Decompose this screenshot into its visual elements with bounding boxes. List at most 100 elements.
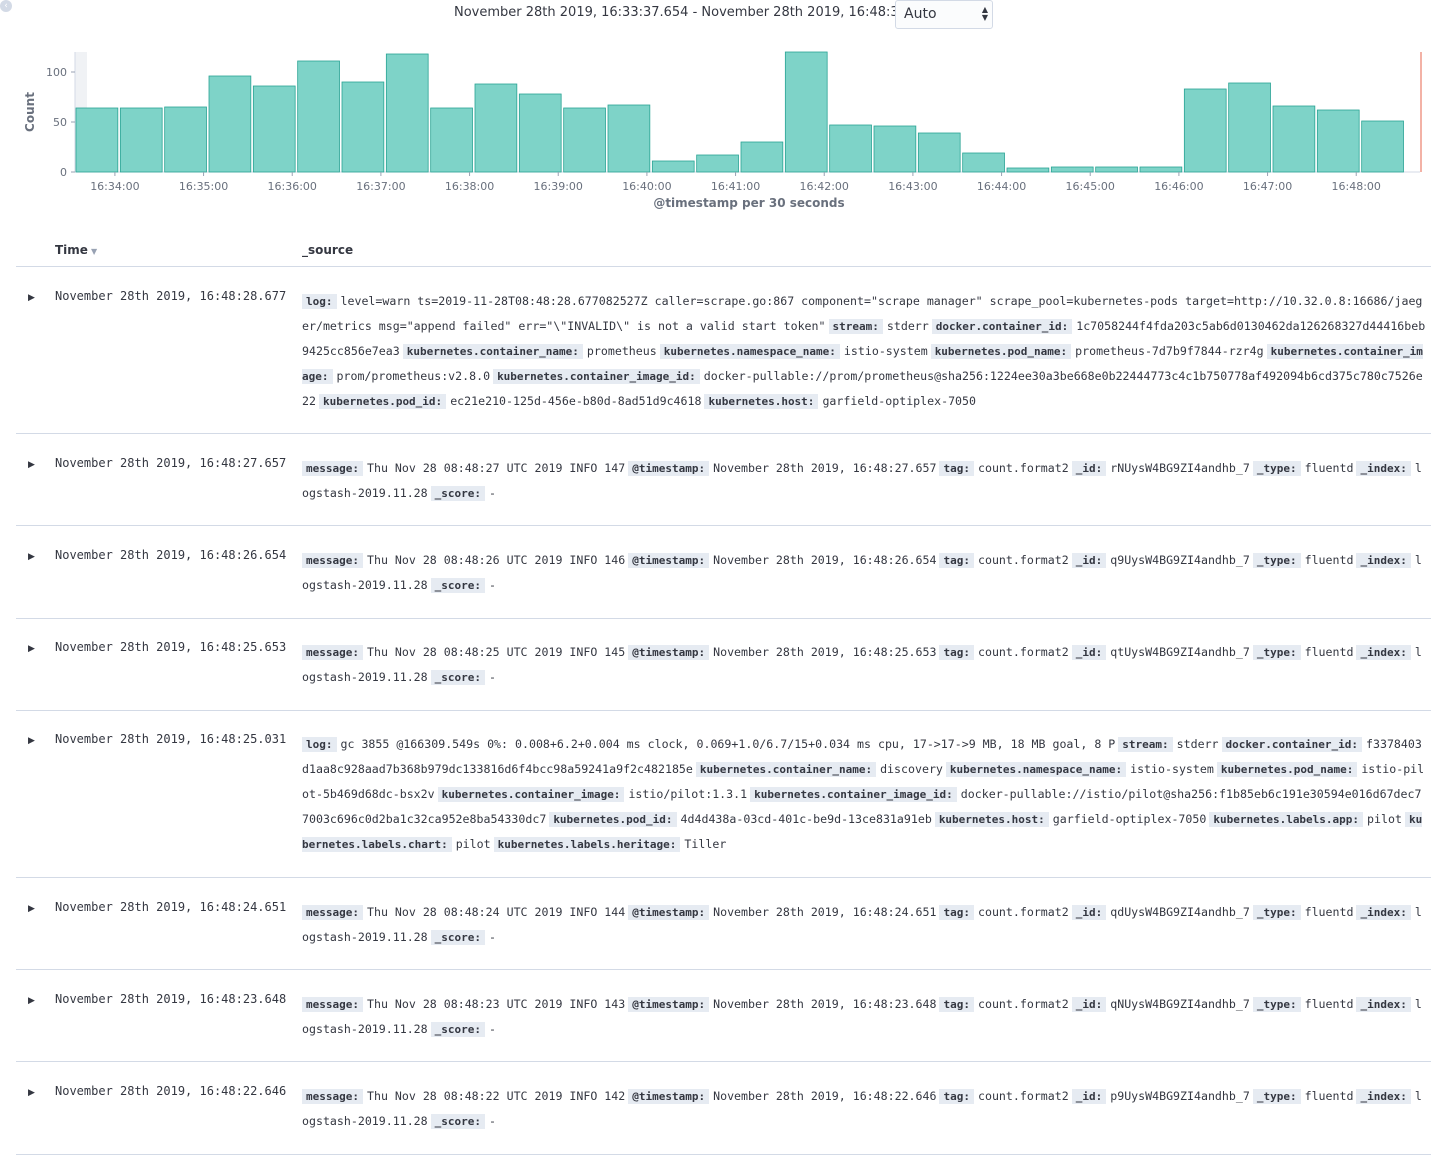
field-value: gc 3855 @166309.549s 0%: 0.008+6.2+0.004… [340,737,1116,752]
field-key: kubernetes.container_name: [402,343,583,359]
field-value: Thu Nov 28 08:48:23 UTC 2019 INFO 143 [366,996,626,1011]
field-value: rNUysW4BG9ZI4andhb_7 [1110,460,1250,475]
histogram-bar [651,160,695,173]
field-value: November 28th 2019, 16:48:27.657 [713,460,937,475]
histogram-bar [829,124,872,173]
table-row[interactable]: ▶ November 28th 2019, 16:48:22.646 message… [16,1074,1431,1155]
expand-row-icon[interactable]: ▶ [28,644,35,655]
column-header-source: _source [302,243,354,257]
field-key: _id: [1071,996,1107,1012]
column-header-time[interactable]: Time ▼ [55,243,97,257]
y-axis-label: Count [23,92,37,132]
expand-row-icon[interactable]: ▶ [28,1087,35,1098]
sort-desc-icon[interactable]: ▼ [90,247,98,256]
table-row[interactable]: ▶ November 28th 2019, 16:48:27.657 message… [16,446,1431,527]
field-key: _type: [1252,460,1301,476]
table-row[interactable]: ▶ November 28th 2019, 16:48:24.651 message… [16,890,1431,971]
y-tick-label: 50 [53,116,67,129]
histogram-bar [607,104,651,173]
document-table: ▶ November 28th 2019, 16:48:28.677 log: lev… [0,267,1435,1155]
field-value: November 28th 2019, 16:48:22.646 [713,1088,937,1103]
x-tick-label: 16:35:00 [179,180,228,193]
field-key: _index: [1356,1088,1411,1104]
field-value: Tiller [684,837,727,852]
time-range-label[interactable]: November 28th 2019, 16:33:37.654 - Novem… [454,5,953,20]
x-tick-label: 16:46:00 [1154,180,1203,193]
collapse-sidebar-icon[interactable]: ‹ [0,0,12,12]
row-timestamp: November 28th 2019, 16:48:25.031 [55,732,287,747]
field-value: qtUysW4BG9ZI4andhb_7 [1110,645,1250,660]
row-source: log: gc 3855 @166309.549s 0%: 0.008+6.2+0… [302,722,1431,865]
field-key: tag: [939,552,974,568]
histogram-bar [563,107,606,173]
table-row[interactable]: ▶ November 28th 2019, 16:48:28.677 log: lev… [16,279,1431,435]
x-tick-label: 16:43:00 [888,180,937,193]
field-value: Thu Nov 28 08:48:22 UTC 2019 INFO 142 [366,1088,626,1103]
field-key: kubernetes.namespace_name: [659,343,840,359]
field-key: kubernetes.pod_name: [930,343,1072,359]
field-key: _score: [430,577,485,593]
field-value: garfield-optiplex-7050 [1052,812,1207,827]
table-row[interactable]: ▶ November 28th 2019, 16:48:23.648 message… [16,982,1431,1063]
field-value: istio/pilot:1.3.1 [628,787,748,802]
field-value: garfield-optiplex-7050 [822,393,976,408]
field-value: level=warn ts=2019-11-28T08:48:28.677082… [302,293,1423,333]
field-value: fluentd [1304,552,1354,567]
field-key: message: [302,996,363,1012]
field-key: docker.container_id: [1221,737,1362,753]
histogram-bar [917,132,961,173]
header-divider [16,266,1431,267]
field-value: istio-system [1130,762,1214,777]
interval-select[interactable]: Auto ▲ ▼ [895,0,993,29]
field-key: docker.container_id: [931,318,1073,334]
expand-row-icon[interactable]: ▶ [28,292,35,303]
table-row[interactable]: ▶ November 28th 2019, 16:48:25.653 message… [16,630,1431,711]
field-value: p9UysW4BG9ZI4andhb_7 [1110,1088,1250,1103]
histogram-bar [1272,105,1316,173]
expand-row-icon[interactable]: ▶ [28,736,35,747]
x-tick-label: 16:48:00 [1332,180,1381,193]
field-value: 4d4d438a-03cd-401c-be9d-13ce831a91eb [680,812,932,827]
field-value: docker-pullable://istio/pilot@sha256:f1b… [302,787,1422,827]
x-tick-label: 16:36:00 [268,180,317,193]
field-value: - [489,1021,496,1036]
table-row[interactable]: ▶ November 28th 2019, 16:48:25.031 log: gc … [16,722,1431,878]
field-value: count.format2 [977,1088,1069,1103]
field-key: _id: [1071,1088,1107,1104]
field-key: message: [302,460,363,476]
y-tick-label: 100 [46,66,67,79]
field-value: fluentd [1304,996,1354,1011]
field-key: _score: [430,929,485,945]
expand-row-icon[interactable]: ▶ [28,995,35,1006]
field-key: @timestamp: [628,645,710,661]
table-row[interactable]: ▶ November 28th 2019, 16:48:26.654 message… [16,538,1431,619]
histogram-bar [962,152,1005,173]
histogram-bar [252,85,296,173]
row-source: message: Thu Nov 28 08:48:26 UTC 2019 INF… [302,538,1431,606]
field-key: @timestamp: [628,460,710,476]
field-key: kubernetes.namespace_name: [945,762,1127,778]
field-value: - [489,577,496,592]
field-value: Thu Nov 28 08:48:25 UTC 2019 INFO 145 [366,645,626,660]
field-key: _type: [1252,996,1301,1012]
field-value: fluentd [1304,904,1354,919]
histogram-bar [873,125,917,173]
field-key: _index: [1356,645,1411,661]
field-value: istio-system [843,343,928,358]
field-key: _index: [1356,996,1411,1012]
field-value: November 28th 2019, 16:48:23.648 [713,996,937,1011]
histogram-chart[interactable]: 0 50 100 Count 16:34:00 16:35:00 16:36:00 16:37… [0,40,1435,215]
expand-row-icon[interactable]: ▶ [28,551,35,562]
field-key: _type: [1252,645,1301,661]
expand-row-icon[interactable]: ▶ [28,903,35,914]
expand-row-icon[interactable]: ▶ [28,459,35,470]
field-value: - [489,1113,496,1128]
field-key: message: [302,904,363,920]
field-key: _id: [1071,460,1107,476]
x-tick-label: 16:40:00 [622,180,671,193]
histogram-bar [341,81,385,173]
field-value: - [489,485,496,500]
field-key: _index: [1356,552,1411,568]
field-value: logstash-2019.11.28 [302,904,1422,944]
histogram-bar [164,106,207,173]
